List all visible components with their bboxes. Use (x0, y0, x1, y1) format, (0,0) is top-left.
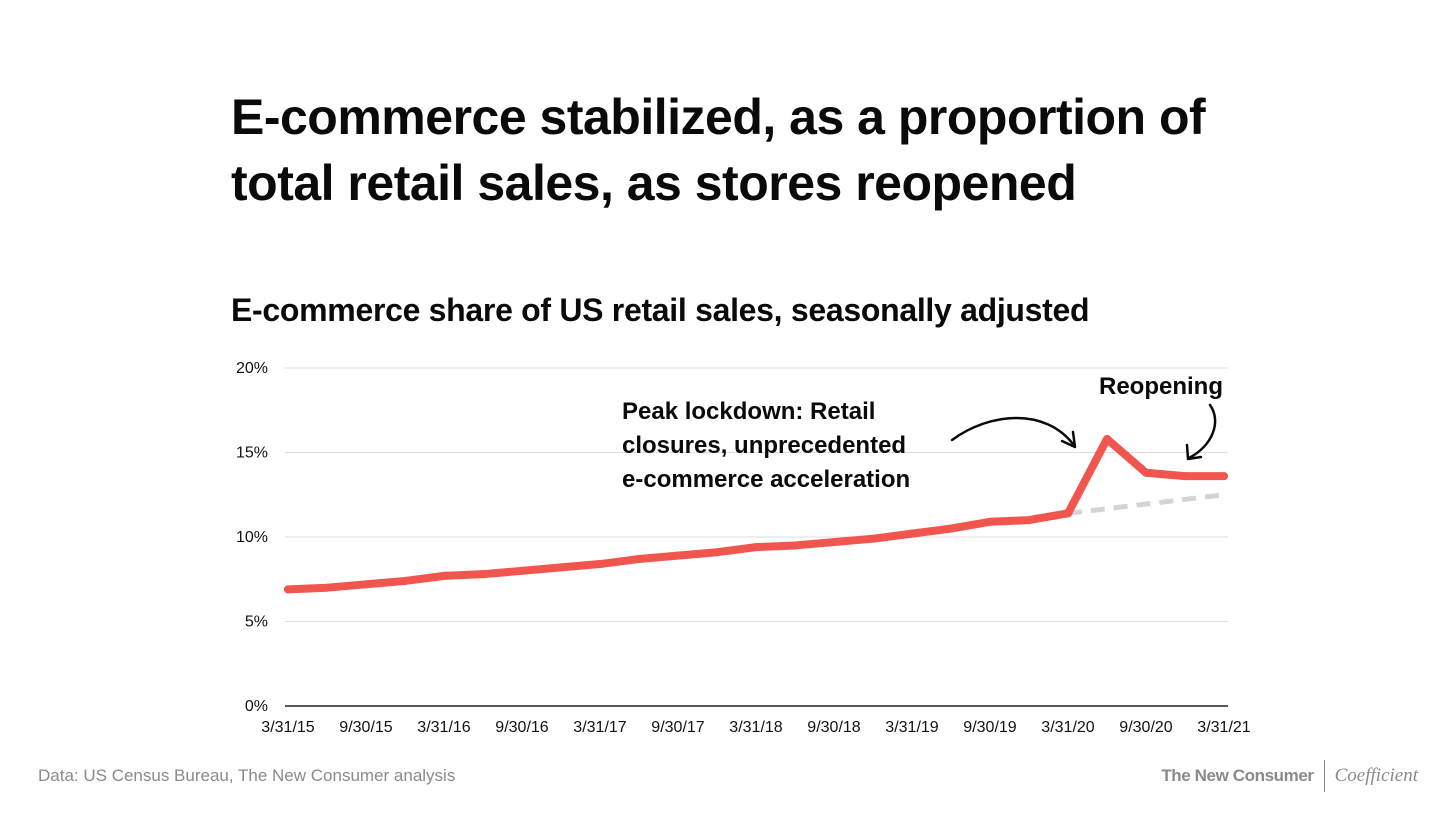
x-tick-label: 3/31/18 (729, 719, 782, 736)
series (284, 434, 1228, 594)
annotation-lockdown: Peak lockdown: Retail closures, unpreced… (622, 398, 1077, 493)
x-tick-label: 9/30/20 (1119, 719, 1172, 736)
data-point (986, 517, 994, 526)
data-point (518, 566, 526, 575)
gridlines (285, 367, 1228, 707)
data-point (674, 551, 682, 560)
data-point (830, 538, 838, 547)
x-tick-label: 9/30/19 (963, 719, 1016, 736)
ecommerce-share-line (284, 434, 1228, 594)
arrow-reopening-icon (1187, 403, 1217, 460)
x-tick-label: 3/31/19 (885, 719, 938, 736)
data-point (947, 524, 955, 533)
data-point (1220, 472, 1228, 481)
source-note: Data: US Census Bureau, The New Consumer… (38, 766, 456, 785)
x-tick-label: 9/30/17 (651, 719, 704, 736)
annotation-lockdown-line-2: closures, unprecedented (622, 432, 906, 459)
x-tick-label: 9/30/15 (339, 719, 392, 736)
x-tick-label: 3/31/17 (573, 719, 626, 736)
data-point (752, 543, 760, 552)
arrow-reopening-head-icon (1185, 443, 1203, 461)
data-point (479, 570, 487, 579)
annotation-reopening-label: Reopening (1099, 373, 1223, 400)
y-tick-label: 15% (236, 445, 268, 462)
x-tick-label: 3/31/15 (261, 719, 314, 736)
x-axis-tick-labels: 3/31/15 9/30/15 3/31/16 9/30/16 3/31/17 9/30/… (261, 719, 1250, 736)
logos: The New Consumer Coefficient (1161, 760, 1418, 792)
data-point (1103, 434, 1111, 443)
data-point (1181, 472, 1189, 481)
x-tick-label: 9/30/16 (495, 719, 548, 736)
annotation-lockdown-line-3: e-commerce acceleration (622, 466, 910, 493)
annotation-lockdown-line-1: Peak lockdown: Retail (622, 398, 875, 425)
annotation-reopening: Reopening (1099, 373, 1223, 461)
data-point (869, 534, 877, 543)
x-tick-label: 9/30/18 (807, 719, 860, 736)
data-point (1064, 509, 1072, 518)
pre-pandemic-trend (1067, 492, 1225, 516)
data-point (440, 571, 448, 580)
logo-divider (1323, 760, 1325, 792)
coefficient-logo: Coefficient (1334, 765, 1418, 786)
x-tick-label: 3/31/16 (417, 719, 470, 736)
x-tick-label: 3/31/20 (1041, 719, 1094, 736)
trend-line (1067, 492, 1225, 516)
data-point (908, 529, 916, 538)
chart-title: E-commerce share of US retail sales, sea… (231, 292, 1090, 328)
data-point (323, 583, 331, 592)
data-point (284, 585, 292, 594)
y-tick-label: 20% (236, 360, 268, 377)
data-point (557, 563, 565, 572)
arrow-lockdown-head-icon (1060, 430, 1077, 449)
data-point (596, 560, 604, 569)
the-new-consumer-logo: The New Consumer (1161, 766, 1314, 785)
y-axis-tick-labels: 0% 5% 10% 15% 20% (236, 360, 268, 715)
data-point (362, 580, 370, 589)
y-tick-label: 0% (245, 698, 268, 715)
x-tick-label: 3/31/21 (1197, 719, 1250, 736)
arrow-lockdown-icon (950, 416, 1075, 446)
y-tick-label: 5% (245, 614, 268, 631)
y-tick-label: 10% (236, 529, 268, 546)
data-point (1025, 516, 1033, 525)
data-point (401, 576, 409, 585)
data-point (635, 554, 643, 563)
headline: E-commerce stabilized, as a proportion o… (231, 89, 1206, 211)
data-point (791, 541, 799, 550)
data-point (713, 548, 721, 557)
data-point (1142, 468, 1150, 477)
